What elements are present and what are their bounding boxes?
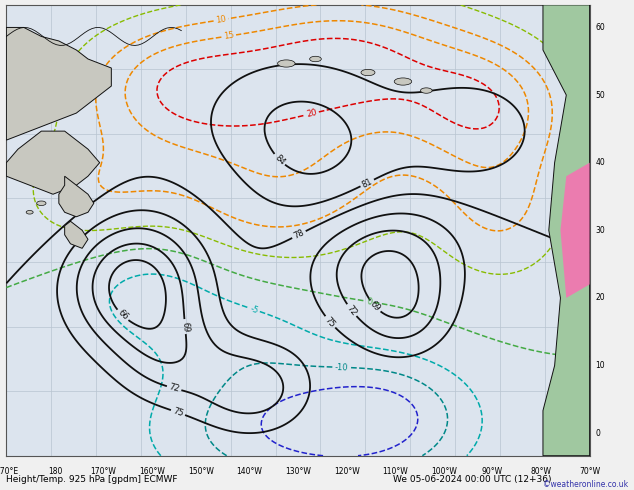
Ellipse shape bbox=[278, 60, 295, 67]
Ellipse shape bbox=[420, 88, 432, 93]
Text: 180: 180 bbox=[48, 467, 62, 476]
Text: 84: 84 bbox=[273, 153, 287, 167]
Text: 81: 81 bbox=[361, 176, 374, 189]
Text: 30: 30 bbox=[595, 226, 605, 235]
Text: 78: 78 bbox=[292, 228, 306, 241]
Text: 120°W: 120°W bbox=[333, 467, 359, 476]
Text: 60: 60 bbox=[595, 23, 605, 32]
Ellipse shape bbox=[394, 78, 411, 85]
Polygon shape bbox=[560, 163, 590, 298]
Text: 20: 20 bbox=[595, 294, 605, 302]
Polygon shape bbox=[543, 5, 590, 456]
Text: 66: 66 bbox=[115, 308, 129, 322]
Text: 80°W: 80°W bbox=[531, 467, 552, 476]
Text: 0: 0 bbox=[595, 429, 600, 438]
Text: 170°W: 170°W bbox=[91, 467, 117, 476]
Text: 72: 72 bbox=[168, 383, 181, 394]
Text: Height/Temp. 925 hPa [gpdm] ECMWF: Height/Temp. 925 hPa [gpdm] ECMWF bbox=[6, 475, 178, 484]
Text: 10: 10 bbox=[215, 15, 227, 25]
Text: 130°W: 130°W bbox=[285, 467, 311, 476]
Text: 0: 0 bbox=[366, 297, 373, 307]
Ellipse shape bbox=[309, 56, 321, 62]
Polygon shape bbox=[59, 176, 94, 217]
Text: 50: 50 bbox=[595, 91, 605, 99]
Text: 170°E: 170°E bbox=[0, 467, 18, 476]
Text: 70°W: 70°W bbox=[579, 467, 600, 476]
Text: 160°W: 160°W bbox=[139, 467, 165, 476]
Polygon shape bbox=[6, 131, 100, 194]
Text: ©weatheronline.co.uk: ©weatheronline.co.uk bbox=[543, 480, 628, 489]
Text: 69: 69 bbox=[180, 321, 190, 332]
Text: 75: 75 bbox=[172, 407, 184, 418]
Text: -5: -5 bbox=[249, 304, 259, 315]
Text: -10: -10 bbox=[335, 363, 349, 372]
Text: 72: 72 bbox=[345, 303, 358, 317]
Text: 20: 20 bbox=[306, 108, 318, 119]
Text: We 05-06-2024 00:00 UTC (12+36): We 05-06-2024 00:00 UTC (12+36) bbox=[393, 475, 552, 484]
Polygon shape bbox=[65, 221, 88, 248]
Polygon shape bbox=[6, 27, 112, 140]
Text: 69: 69 bbox=[368, 299, 382, 313]
Text: 75: 75 bbox=[323, 315, 337, 329]
Ellipse shape bbox=[37, 201, 46, 205]
Text: 40: 40 bbox=[595, 158, 605, 167]
Text: 15: 15 bbox=[223, 31, 235, 41]
Ellipse shape bbox=[361, 70, 375, 75]
Text: 90°W: 90°W bbox=[482, 467, 503, 476]
Text: 150°W: 150°W bbox=[188, 467, 214, 476]
Text: 110°W: 110°W bbox=[382, 467, 408, 476]
Text: 140°W: 140°W bbox=[236, 467, 262, 476]
Text: 100°W: 100°W bbox=[431, 467, 456, 476]
Text: 10: 10 bbox=[595, 361, 605, 370]
Ellipse shape bbox=[26, 211, 33, 214]
